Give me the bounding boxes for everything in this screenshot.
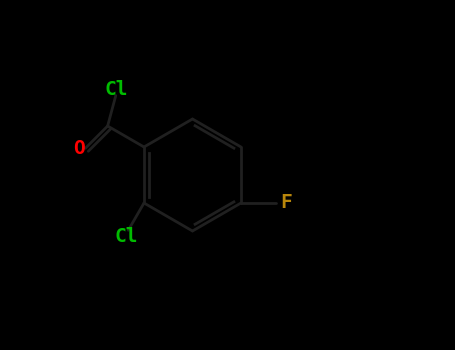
Text: F: F — [280, 194, 292, 212]
Text: Cl: Cl — [104, 80, 127, 99]
Text: O: O — [73, 139, 85, 158]
Text: Cl: Cl — [115, 227, 138, 246]
